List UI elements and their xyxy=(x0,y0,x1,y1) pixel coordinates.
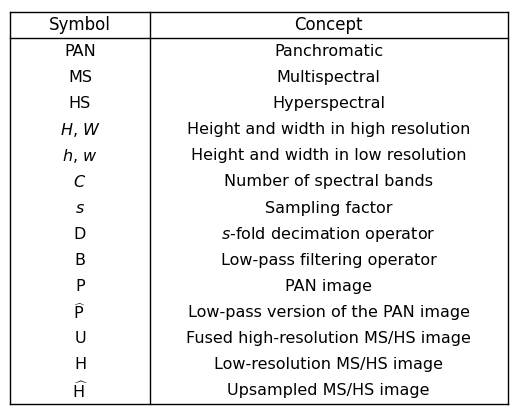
Text: Upsampled MS/HS image: Upsampled MS/HS image xyxy=(227,383,430,398)
Text: Low-pass version of the PAN image: Low-pass version of the PAN image xyxy=(188,305,470,320)
Text: Concept: Concept xyxy=(294,16,363,35)
Text: Sampling factor: Sampling factor xyxy=(265,201,392,215)
Text: $s$-fold decimation operator: $s$-fold decimation operator xyxy=(221,225,436,243)
Text: Height and width in high resolution: Height and width in high resolution xyxy=(187,122,470,137)
Text: Fused high-resolution MS/HS image: Fused high-resolution MS/HS image xyxy=(186,331,471,346)
Text: Low-resolution MS/HS image: Low-resolution MS/HS image xyxy=(214,357,443,372)
Text: $s$: $s$ xyxy=(75,201,85,215)
Text: $C$: $C$ xyxy=(74,174,87,190)
Text: P: P xyxy=(75,279,85,294)
Text: HS: HS xyxy=(69,96,91,111)
Text: Number of spectral bands: Number of spectral bands xyxy=(224,174,433,190)
Text: Panchromatic: Panchromatic xyxy=(274,44,383,59)
Text: U: U xyxy=(74,331,86,346)
Text: MS: MS xyxy=(68,70,92,85)
Text: Hyperspectral: Hyperspectral xyxy=(272,96,385,111)
Text: $\widehat{\mathrm{H}}$: $\widehat{\mathrm{H}}$ xyxy=(72,380,88,401)
Text: PAN: PAN xyxy=(64,44,96,59)
Text: H: H xyxy=(74,357,86,372)
Text: D: D xyxy=(74,227,86,242)
Text: Low-pass filtering operator: Low-pass filtering operator xyxy=(221,253,437,268)
Text: Symbol: Symbol xyxy=(49,16,111,35)
Text: Height and width in low resolution: Height and width in low resolution xyxy=(191,148,466,164)
Text: B: B xyxy=(75,253,85,268)
Text: $h$, $w$: $h$, $w$ xyxy=(62,147,98,165)
Text: $\widehat{\mathrm{P}}$: $\widehat{\mathrm{P}}$ xyxy=(74,302,87,323)
Text: PAN image: PAN image xyxy=(285,279,372,294)
Text: Multispectral: Multispectral xyxy=(277,70,381,85)
Text: $H$, $W$: $H$, $W$ xyxy=(60,121,100,139)
